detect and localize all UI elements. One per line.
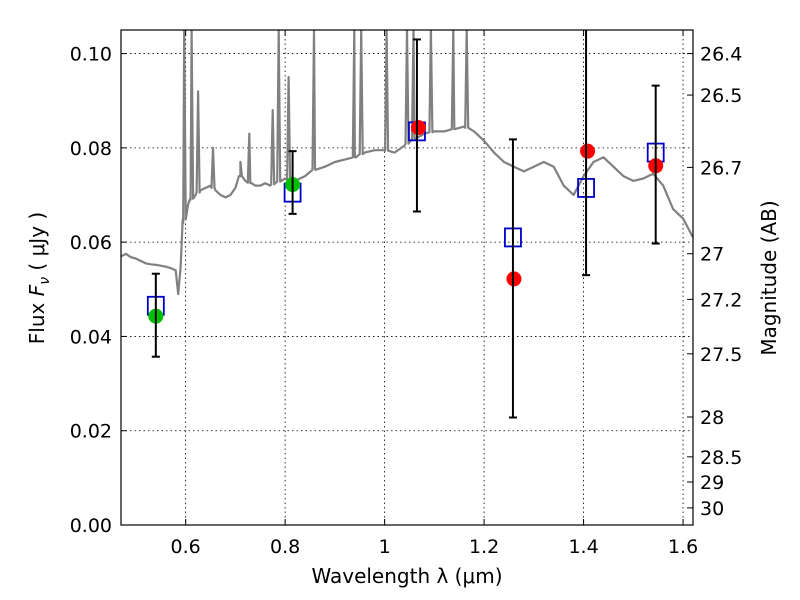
- plot-frame: [120, 29, 694, 526]
- mag-tick-label: 26.5: [700, 85, 742, 107]
- mag-tick-label: 28: [700, 407, 724, 429]
- x-tick-label: 0.6: [171, 536, 201, 558]
- observed-red-point: [580, 143, 596, 159]
- spectrum-line: [121, 30, 693, 296]
- x-tick-label: 1: [379, 536, 391, 558]
- mag-tick-label: 26.7: [700, 157, 742, 179]
- mag-tick-label: 29: [700, 472, 724, 494]
- mag-tick-label: 27.2: [700, 289, 742, 311]
- y-tick-label: 0.06: [70, 232, 112, 254]
- mag-tick-label: 27: [700, 244, 724, 266]
- x-tick-label: 1.2: [469, 536, 499, 558]
- plot-area: [121, 30, 693, 296]
- x-axis-label: Wavelength λ (μm): [311, 564, 502, 588]
- observed-red-point: [410, 120, 426, 136]
- y-tick-label: 0.02: [70, 421, 112, 443]
- y-axis-label-subscript: ν: [37, 277, 53, 285]
- y2-axis-label: Magnitude (AB): [757, 200, 781, 355]
- x-tick-label: 1.6: [668, 536, 698, 558]
- axes: 0.6 0.8 1 1.2 1.4 1.6 0.00 0.02 0.04 0.06 0.08 0.10…: [70, 30, 742, 558]
- y-tick-label: 0.10: [70, 44, 112, 66]
- y-tick-label: 0.00: [70, 515, 112, 537]
- y-tick-label: 0.04: [70, 326, 112, 348]
- y-axis-label-unit: ( μJy ): [25, 212, 49, 277]
- mag-tick-label: 27.5: [700, 344, 742, 366]
- x-tick-label: 0.8: [270, 536, 300, 558]
- y-axis-label: Flux Fν ( μJy ): [25, 212, 53, 344]
- y-tick-label: 0.08: [70, 138, 112, 160]
- mag-tick-label: 26.4: [700, 44, 742, 66]
- mag-tick-label: 30: [700, 498, 724, 520]
- y-axis-label-symbol: F: [25, 284, 49, 296]
- y-axis-label-prefix: Flux: [25, 296, 49, 344]
- markers: [146, 30, 665, 419]
- mag-tick-label: 28.5: [700, 447, 742, 469]
- x-tick-label: 1.4: [568, 536, 598, 558]
